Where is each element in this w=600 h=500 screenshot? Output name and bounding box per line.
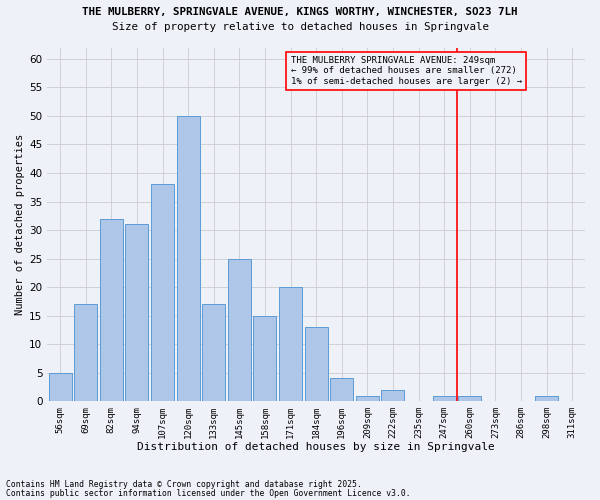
Bar	[49, 372, 71, 401]
Bar	[458, 396, 481, 401]
Bar	[433, 396, 455, 401]
Text: THE MULBERRY SPRINGVALE AVENUE: 249sqm
← 99% of detached houses are smaller (272: THE MULBERRY SPRINGVALE AVENUE: 249sqm ←…	[290, 56, 521, 86]
Text: Contains public sector information licensed under the Open Government Licence v3: Contains public sector information licen…	[6, 488, 410, 498]
Bar	[151, 184, 174, 401]
Text: THE MULBERRY, SPRINGVALE AVENUE, KINGS WORTHY, WINCHESTER, SO23 7LH: THE MULBERRY, SPRINGVALE AVENUE, KINGS W…	[82, 8, 518, 18]
X-axis label: Distribution of detached houses by size in Springvale: Distribution of detached houses by size …	[137, 442, 495, 452]
Bar	[305, 327, 328, 401]
Bar	[535, 396, 558, 401]
Bar	[279, 287, 302, 401]
Bar	[202, 304, 225, 401]
Bar	[228, 258, 251, 401]
Bar	[382, 390, 404, 401]
Text: Size of property relative to detached houses in Springvale: Size of property relative to detached ho…	[112, 22, 488, 32]
Bar	[330, 378, 353, 401]
Bar	[253, 316, 277, 401]
Y-axis label: Number of detached properties: Number of detached properties	[15, 134, 25, 315]
Bar	[74, 304, 97, 401]
Bar	[176, 116, 200, 401]
Bar	[125, 224, 148, 401]
Text: Contains HM Land Registry data © Crown copyright and database right 2025.: Contains HM Land Registry data © Crown c…	[6, 480, 362, 489]
Bar	[100, 218, 123, 401]
Bar	[356, 396, 379, 401]
